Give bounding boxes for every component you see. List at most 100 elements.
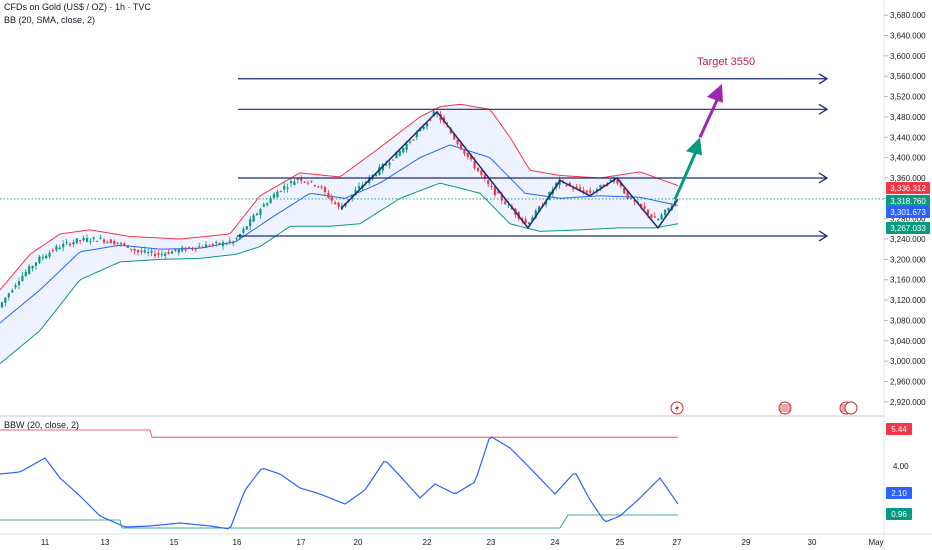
price-axis-tick-label: 3,160.000 bbox=[890, 276, 926, 285]
candle-body bbox=[619, 182, 622, 187]
bbw-lowest-contraction-line bbox=[0, 514, 678, 529]
bollinger-middle-line bbox=[0, 144, 679, 324]
candle-body bbox=[293, 181, 296, 186]
candle-body bbox=[357, 186, 361, 189]
price-axis-tick-label: 3,480.000 bbox=[890, 113, 926, 122]
candle-body bbox=[51, 249, 55, 251]
level-arrowhead bbox=[818, 73, 829, 85]
candle-body bbox=[402, 147, 405, 153]
candle-body bbox=[412, 139, 415, 141]
candle-body bbox=[432, 111, 435, 117]
candle-body bbox=[657, 218, 660, 221]
candle-body bbox=[650, 214, 653, 218]
time-axis-tick-label: 22 bbox=[423, 538, 432, 547]
candle-body bbox=[255, 213, 259, 216]
candle-body bbox=[184, 247, 187, 251]
candle-body bbox=[130, 248, 133, 250]
candle-body bbox=[7, 293, 10, 298]
bollinger-upper-line bbox=[0, 103, 679, 291]
candle-body bbox=[354, 190, 357, 196]
price-axis-tick-label: 3,400.000 bbox=[890, 154, 926, 163]
bbw-value-box bbox=[886, 487, 912, 499]
symbol-title: CFDs on Gold (US$ / OZ) · 1h · TVC bbox=[4, 2, 151, 12]
candle-body bbox=[483, 174, 486, 179]
price-label-box bbox=[886, 222, 930, 234]
candle-body bbox=[317, 186, 320, 188]
candle-body bbox=[249, 219, 252, 227]
candle-body bbox=[45, 255, 48, 259]
price-axis-tick-label: 3,280.000 bbox=[890, 215, 926, 224]
candle-body bbox=[79, 240, 82, 242]
candle-body bbox=[286, 187, 289, 189]
candle-body bbox=[228, 240, 231, 242]
candle-body bbox=[191, 248, 194, 250]
candle-body bbox=[21, 275, 24, 281]
bollinger-legend: BB (20, SMA, close, 2) bbox=[4, 15, 96, 25]
candle-body bbox=[364, 181, 367, 183]
candle-body bbox=[143, 250, 146, 253]
candle-body bbox=[123, 243, 126, 246]
candle-body bbox=[177, 249, 180, 253]
target-label: Target 3550 bbox=[697, 56, 755, 68]
candle-body bbox=[599, 184, 602, 188]
candle-body bbox=[75, 238, 78, 243]
candle-body bbox=[221, 242, 225, 246]
candle-body bbox=[266, 203, 269, 206]
candle-body bbox=[456, 139, 459, 145]
candle-body bbox=[616, 179, 619, 184]
time-axis-tick-label: 24 bbox=[551, 538, 560, 547]
time-axis-tick-label: 25 bbox=[616, 538, 625, 547]
candle-body bbox=[296, 178, 299, 180]
candle-body bbox=[89, 241, 92, 243]
candle-body bbox=[4, 297, 7, 303]
candle-body bbox=[28, 266, 31, 274]
candle-body bbox=[150, 250, 153, 253]
candle-body bbox=[119, 243, 123, 245]
level-arrowhead bbox=[818, 230, 829, 242]
price-label-text: 3,318.760 bbox=[890, 197, 926, 206]
price-axis-tick-label: 3,600.000 bbox=[890, 52, 926, 61]
projection-arrow-target bbox=[698, 95, 721, 138]
candle-body bbox=[463, 149, 466, 154]
candle-body bbox=[113, 240, 116, 245]
candle-body bbox=[663, 209, 667, 215]
candle-body bbox=[232, 241, 235, 244]
candle-body bbox=[58, 247, 61, 250]
candle-body bbox=[96, 240, 99, 242]
candle-body bbox=[453, 133, 456, 140]
candle-body bbox=[473, 161, 476, 169]
candle-body bbox=[38, 256, 41, 264]
price-axis-tick-label: 3,000.000 bbox=[890, 357, 926, 366]
candle-body bbox=[102, 239, 106, 243]
candle-body bbox=[497, 189, 500, 194]
candle-body bbox=[640, 203, 643, 207]
candle-body bbox=[531, 217, 534, 222]
bbw-value-box bbox=[886, 423, 912, 435]
candle-body bbox=[674, 200, 677, 204]
candle-body bbox=[385, 163, 388, 166]
candle-body bbox=[323, 187, 327, 193]
level-arrowhead bbox=[818, 103, 829, 115]
candle-body bbox=[82, 237, 85, 241]
candle-body bbox=[306, 182, 310, 184]
price-label-box bbox=[886, 206, 930, 218]
candle-body bbox=[459, 143, 463, 150]
candle-body bbox=[575, 186, 578, 189]
candle-body bbox=[504, 201, 507, 205]
candle-body bbox=[565, 185, 568, 187]
price-label-box bbox=[886, 182, 930, 194]
candle-body bbox=[398, 150, 401, 156]
time-axis-tick-label: May bbox=[868, 538, 883, 547]
candle-body bbox=[68, 243, 72, 246]
candle-body bbox=[211, 244, 214, 246]
candle-body bbox=[524, 219, 527, 223]
candle-body bbox=[283, 186, 286, 190]
price-axis-tick-label: 3,200.000 bbox=[890, 255, 926, 264]
candle-body bbox=[527, 222, 531, 225]
candle-body bbox=[157, 253, 160, 255]
candle-body bbox=[170, 251, 174, 254]
candle-body bbox=[466, 153, 469, 157]
